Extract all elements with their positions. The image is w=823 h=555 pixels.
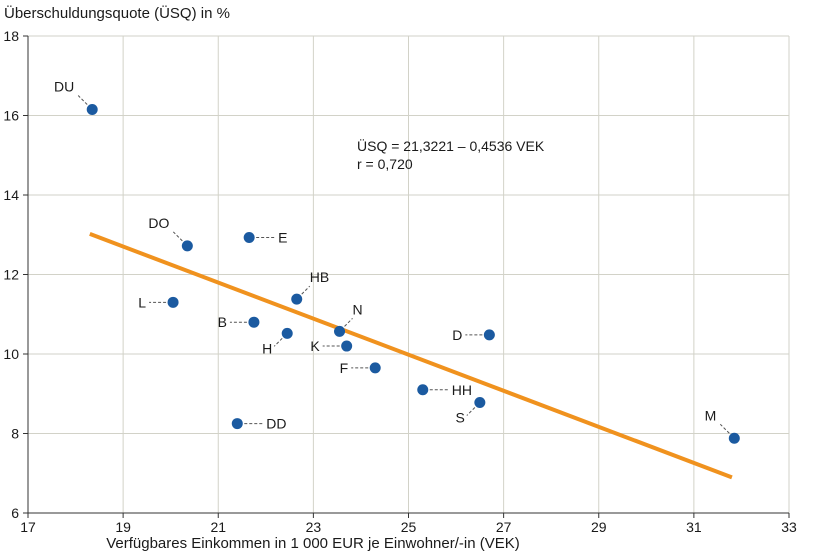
data-point-d bbox=[483, 329, 495, 341]
point-label-dd: DD bbox=[266, 416, 286, 432]
point-label-m: M bbox=[705, 407, 717, 423]
leader-line-hb bbox=[301, 285, 311, 295]
y-axis-title: Überschuldungsquote (ÜSQ) in % bbox=[4, 4, 230, 22]
axes: 17 19 21 23 25 27 29 31 33 6 8 10 12 14 16 18 bbox=[3, 28, 797, 535]
y-tick-label: 8 bbox=[11, 426, 19, 442]
data-point-du bbox=[86, 104, 98, 116]
data-points: DU DO E L HB B H N K F D HH S DD M bbox=[54, 79, 740, 444]
regression-line bbox=[89, 232, 733, 480]
data-point-m bbox=[728, 432, 740, 444]
point-label-h: H bbox=[262, 340, 272, 356]
x-tick-label: 25 bbox=[401, 519, 417, 535]
point-label-du: DU bbox=[54, 79, 74, 95]
point-label-s: S bbox=[456, 409, 465, 425]
data-point-k bbox=[341, 340, 353, 352]
leader-line-m bbox=[719, 423, 730, 434]
x-tick-label: 27 bbox=[496, 519, 512, 535]
y-tick-label: 16 bbox=[3, 108, 19, 124]
grid bbox=[28, 35, 790, 513]
point-label-d: D bbox=[452, 327, 462, 343]
x-tick-label: 31 bbox=[686, 519, 702, 535]
y-tick-label: 12 bbox=[3, 267, 19, 283]
point-label-hb: HB bbox=[310, 269, 329, 285]
y-tick-label: 18 bbox=[3, 28, 19, 44]
x-tick-label: 33 bbox=[781, 519, 797, 535]
leader-line-n bbox=[344, 317, 353, 327]
leader-line-h bbox=[273, 337, 283, 347]
point-label-n: N bbox=[353, 301, 363, 317]
point-label-e: E bbox=[278, 230, 287, 246]
x-axis-title: Verfügbares Einkommen in 1 000 EUR je Ei… bbox=[106, 535, 520, 552]
y-tick-label: 10 bbox=[3, 346, 19, 362]
data-point-hb bbox=[291, 293, 303, 305]
data-point-dd bbox=[231, 418, 243, 430]
point-label-k: K bbox=[310, 338, 320, 354]
x-tick-label: 19 bbox=[115, 519, 131, 535]
data-point-l bbox=[167, 296, 179, 308]
data-point-e bbox=[243, 232, 255, 244]
point-label-f: F bbox=[340, 360, 349, 376]
point-label-l: L bbox=[138, 294, 146, 310]
x-tick-label: 17 bbox=[20, 519, 36, 535]
x-tick-label: 23 bbox=[306, 519, 322, 535]
x-tick-label: 21 bbox=[210, 519, 226, 535]
regression-equation: ÜSQ = 21,3221 – 0,4536 VEK bbox=[357, 137, 545, 154]
leader-line-du bbox=[77, 95, 88, 105]
correlation-coefficient: r = 0,720 bbox=[357, 156, 413, 172]
leader-line-s bbox=[466, 407, 476, 416]
point-label-b: B bbox=[218, 314, 227, 330]
data-point-b bbox=[248, 316, 260, 328]
point-label-do: DO bbox=[148, 215, 169, 231]
regression-line-group bbox=[89, 232, 733, 480]
data-point-s bbox=[474, 396, 486, 408]
data-point-f bbox=[369, 362, 381, 374]
y-tick-label: 6 bbox=[11, 505, 19, 521]
data-point-do bbox=[181, 240, 193, 252]
y-tick-label: 14 bbox=[3, 187, 19, 203]
data-point-n bbox=[334, 325, 346, 337]
point-label-hh: HH bbox=[452, 382, 472, 398]
data-point-hh bbox=[417, 384, 429, 396]
data-point-h bbox=[281, 327, 293, 339]
x-tick-label: 29 bbox=[591, 519, 607, 535]
leader-line-do bbox=[172, 231, 183, 242]
